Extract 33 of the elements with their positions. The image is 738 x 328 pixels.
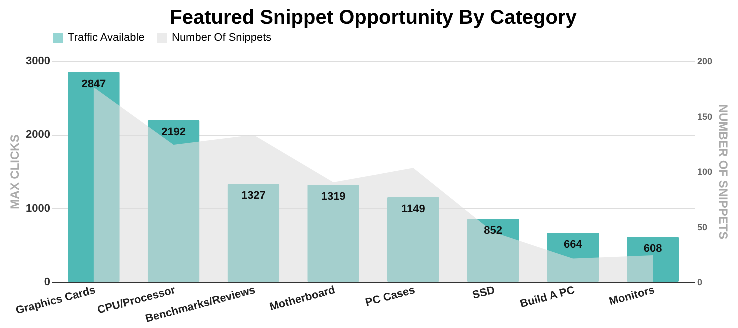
x-tick-label: Build A PC [519,284,576,311]
bar [68,72,120,282]
data-label: 2192 [162,126,186,139]
y2-tick-label: 0 [698,278,703,288]
bar [228,184,280,282]
data-label: 608 [644,243,662,256]
bar [387,197,440,282]
y2-tick-label: 50 [698,222,708,232]
data-label: 1149 [402,203,426,216]
data-label: 1327 [241,190,266,202]
bar [547,233,600,282]
bar [308,184,360,282]
x-tick-label: SSD [471,284,496,302]
y2-tick-label: 100 [698,167,713,177]
data-label: 2847 [82,78,106,90]
y2-tick-label: 200 [698,56,713,66]
bar [467,219,520,282]
data-label: 664 [564,239,584,252]
y-tick-label: 1000 [26,202,50,215]
x-tick-label: Monitors [608,284,656,308]
data-label: 852 [484,225,502,238]
y2-axis-title: NUMBER OF SNIPPETS [716,104,731,240]
y2-tick-label: 150 [698,112,713,122]
y-tick-label: 2000 [26,129,50,142]
legend-label: Traffic Available [68,32,145,44]
bar [148,120,200,282]
x-tick-label: PC Cases [364,284,417,310]
y-axis-title: MAX CLICKS [8,134,22,210]
bar [627,237,680,282]
legend-label: Number Of Snippets [172,32,272,44]
chart-title: Featured Snippet Opportunity By Category [170,7,578,29]
data-label: 1319 [321,190,346,203]
y-tick-label: 3000 [26,56,50,68]
